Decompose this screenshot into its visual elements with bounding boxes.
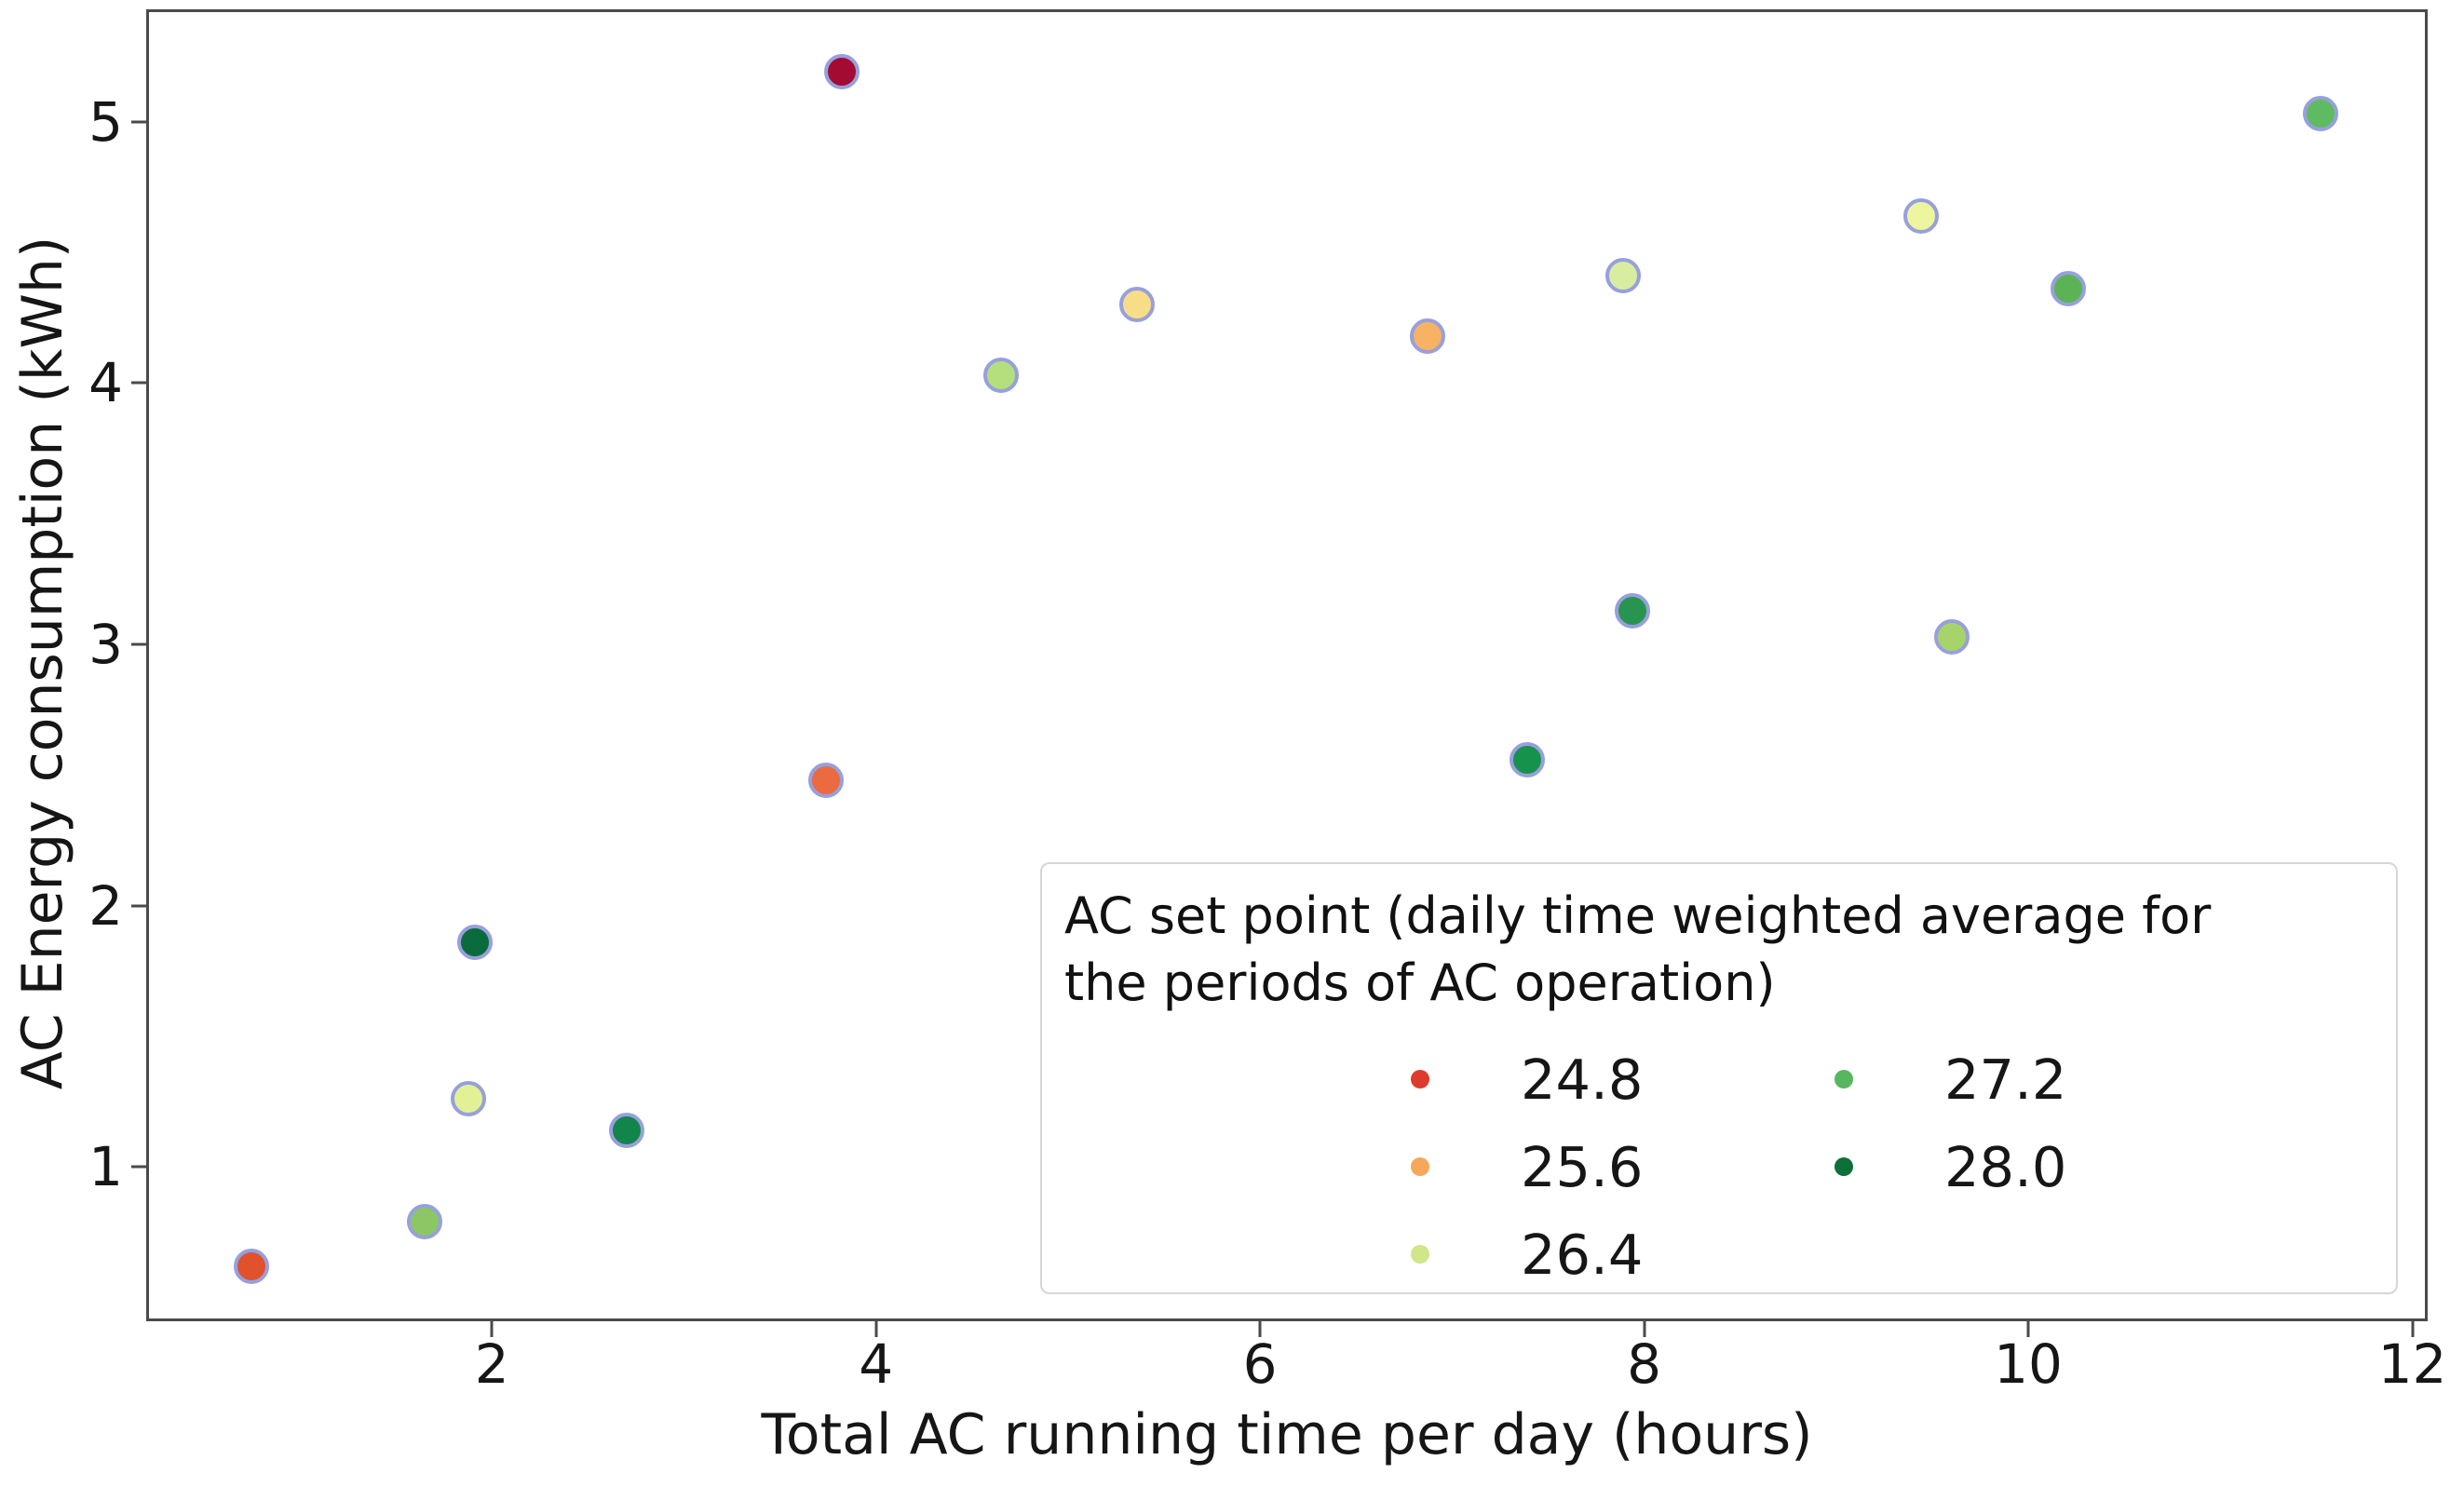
y-tick-mark [131, 120, 146, 124]
y-tick-label: 1 [88, 1135, 123, 1199]
y-tick-mark [131, 904, 146, 908]
legend-item: 24.8 [1411, 1035, 1643, 1123]
legend-title-line-2: the periods of AC operation) [1064, 953, 1776, 1012]
y-tick-mark [131, 642, 146, 646]
legend-title: AC set point (daily time weighted averag… [1064, 883, 2396, 1017]
legend-item-label: 25.6 [1521, 1134, 1644, 1199]
x-tick-mark [490, 1321, 494, 1337]
data-point [982, 357, 1019, 393]
y-tick-label: 4 [88, 351, 123, 415]
data-point [407, 1204, 443, 1240]
data-point [1902, 197, 1939, 234]
y-tick-label: 3 [88, 613, 123, 677]
data-point [1604, 258, 1641, 294]
x-tick-mark [1258, 1321, 1262, 1337]
legend-item-label: 28.0 [1944, 1134, 2067, 1199]
legend-swatch-icon [1834, 1070, 1853, 1088]
data-point [234, 1249, 270, 1285]
legend-item: 25.6 [1411, 1123, 1643, 1210]
legend-item: 26.4 [1411, 1210, 1643, 1298]
data-point [1509, 741, 1545, 777]
y-tick-label: 5 [88, 89, 123, 154]
legend: AC set point (daily time weighted averag… [1040, 862, 2398, 1294]
legend-swatch-icon [1411, 1070, 1429, 1088]
data-point [823, 54, 860, 90]
x-tick-label: 2 [474, 1332, 509, 1396]
legend-item-label: 24.8 [1521, 1047, 1644, 1112]
data-point [2051, 271, 2087, 307]
legend-column-2: 27.2 28.0 [1834, 1035, 2066, 1210]
legend-swatch-icon [1411, 1245, 1429, 1264]
data-point [456, 925, 493, 961]
data-point [608, 1113, 644, 1149]
x-tick-mark [2411, 1321, 2414, 1337]
x-tick-label: 10 [1994, 1332, 2063, 1396]
x-tick-label: 12 [2377, 1332, 2447, 1396]
legend-item: 28.0 [1834, 1123, 2066, 1210]
x-tick-label: 6 [1242, 1332, 1278, 1396]
data-point [451, 1081, 487, 1117]
y-tick-mark [131, 381, 146, 385]
legend-swatch-icon [1834, 1157, 1853, 1176]
legend-item-label: 27.2 [1944, 1047, 2067, 1112]
y-tick-label: 2 [88, 873, 123, 938]
legend-item-label: 26.4 [1521, 1222, 1644, 1287]
y-tick-mark [131, 1165, 146, 1169]
legend-item: 27.2 [1834, 1035, 2066, 1123]
data-point [1409, 318, 1445, 354]
data-point [808, 762, 845, 798]
x-tick-label: 4 [859, 1332, 894, 1396]
data-point [1933, 618, 1970, 655]
legend-column-1: 24.8 25.6 26.4 [1411, 1035, 1643, 1298]
x-tick-mark [2026, 1321, 2030, 1337]
legend-swatch-icon [1411, 1157, 1429, 1176]
x-tick-label: 8 [1627, 1332, 1662, 1396]
legend-title-line-1: AC set point (daily time weighted averag… [1064, 886, 2212, 945]
x-tick-mark [874, 1321, 878, 1337]
data-point [1615, 592, 1651, 629]
x-axis-title: Total AC running time per day (hours) [761, 1402, 1813, 1467]
data-point [1119, 287, 1156, 323]
x-tick-mark [1643, 1321, 1646, 1337]
data-point [2302, 96, 2338, 132]
